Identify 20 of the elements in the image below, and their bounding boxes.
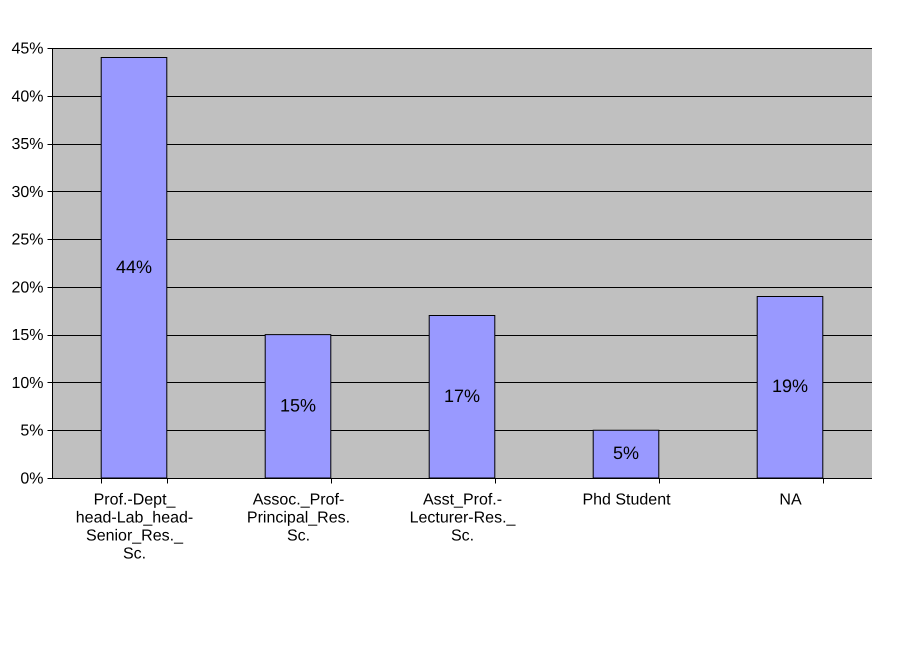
y-tick-label: 5% [20, 422, 44, 440]
y-tick-label: 40% [11, 88, 44, 106]
y-tick-label: 25% [11, 232, 44, 249]
data-label: 5% [612, 443, 640, 464]
x-tick-label: Phd Student [582, 492, 672, 508]
y-tick-label: 0% [20, 470, 44, 488]
x-tick-label: Prof.-Dept_head-Lab_head-Senior_Res._Sc. [76, 492, 194, 562]
y-tick-label: 30% [11, 184, 44, 201]
data-label: 19% [772, 376, 808, 396]
y-tick-label: 35% [11, 136, 44, 154]
data-label: 17% [444, 386, 480, 406]
y-tick-label: 20% [11, 279, 44, 296]
data-label: 15% [280, 395, 316, 416]
y-tick-label: 45% [11, 40, 44, 58]
x-tick-label: NA [779, 492, 802, 508]
x-tick-label: Asst_Prof.-Lecturer-Res._Sc. [410, 492, 517, 544]
x-tick-label: Assoc._Prof-Principal_Res. Sc. [246, 492, 350, 544]
y-tick-label: 10% [11, 374, 44, 392]
data-label: 44% [116, 256, 152, 277]
y-tick-label: 15% [11, 327, 44, 344]
